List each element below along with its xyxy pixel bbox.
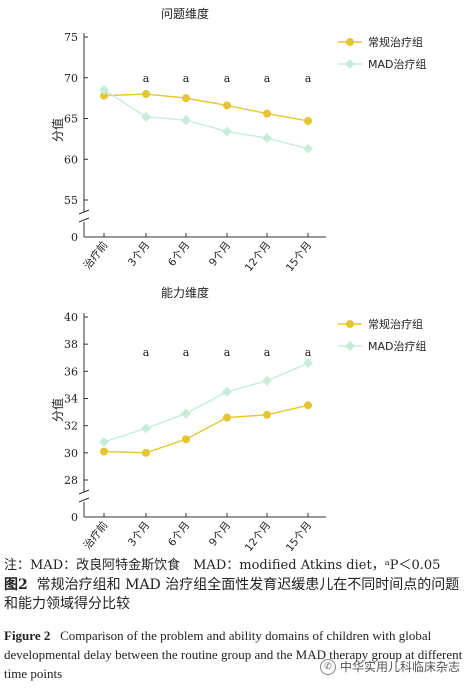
figure-caption-zh: 图2 常规治疗组和 MAD 治疗组全面性发育迟缓患儿在不同时间点的问题和能力领域… bbox=[4, 576, 466, 614]
significance-mark: a bbox=[143, 346, 150, 359]
data-point bbox=[100, 447, 108, 456]
y-tick-label: 0 bbox=[71, 511, 78, 524]
data-point bbox=[303, 358, 313, 369]
significance-mark: a bbox=[305, 72, 312, 85]
y-axis-label: 分值 bbox=[50, 118, 65, 142]
y-tick-label: 28 bbox=[64, 474, 78, 487]
axis-break-mark bbox=[78, 489, 90, 495]
y-tick-label: 65 bbox=[64, 113, 78, 126]
data-point bbox=[222, 126, 232, 137]
x-tick-label: 12个月 bbox=[243, 239, 274, 273]
x-tick-label: 15个月 bbox=[284, 239, 315, 273]
legend-marker bbox=[345, 59, 355, 69]
x-tick-label: 6个月 bbox=[166, 519, 193, 548]
figure-title-zh: 常规治疗组和 MAD 治疗组全面性发育迟缓患儿在不同时间点的问题和能力领域得分比… bbox=[4, 577, 460, 612]
data-point bbox=[142, 448, 150, 457]
data-point bbox=[141, 111, 151, 122]
data-point bbox=[262, 375, 272, 386]
series-line-1 bbox=[103, 93, 309, 122]
data-point bbox=[304, 116, 312, 125]
chart-title: 能力维度 bbox=[161, 285, 209, 300]
legend-label: MAD治疗组 bbox=[368, 57, 427, 71]
data-point bbox=[263, 109, 271, 118]
data-point bbox=[181, 408, 191, 419]
figure-label-zh: 图2 bbox=[4, 577, 28, 593]
watermark: ✆ 中华实用儿科临床杂志 bbox=[319, 658, 460, 675]
y-tick-label: 55 bbox=[64, 194, 78, 207]
x-tick-label: 9个月 bbox=[207, 519, 234, 548]
watermark-text: 中华实用儿科临床杂志 bbox=[339, 660, 460, 674]
y-axis-label: 分值 bbox=[50, 398, 65, 422]
y-tick-label: 75 bbox=[64, 31, 78, 44]
data-point bbox=[182, 94, 190, 103]
data-point bbox=[262, 133, 272, 144]
y-tick-label: 70 bbox=[64, 72, 78, 85]
data-point bbox=[141, 423, 151, 434]
y-tick-label: 30 bbox=[64, 447, 78, 460]
data-point bbox=[182, 435, 190, 444]
y-tick-label: 38 bbox=[64, 338, 78, 351]
significance-mark: a bbox=[183, 72, 190, 85]
x-tick-label: 治疗前 bbox=[81, 239, 111, 272]
significance-mark: a bbox=[183, 346, 190, 359]
significance-mark: a bbox=[224, 346, 231, 359]
y-tick-label: 34 bbox=[64, 393, 78, 406]
x-tick-label: 9个月 bbox=[207, 239, 234, 268]
legend-marker bbox=[346, 38, 354, 46]
significance-mark: a bbox=[305, 346, 312, 359]
data-point bbox=[303, 143, 313, 154]
significance-mark: a bbox=[224, 72, 231, 85]
x-tick-label: 6个月 bbox=[166, 239, 193, 268]
axis-break-mark bbox=[78, 217, 90, 223]
data-point bbox=[142, 90, 150, 99]
y-tick-label: 60 bbox=[64, 153, 78, 166]
series-line-1 bbox=[103, 404, 309, 454]
data-point bbox=[181, 115, 191, 126]
y-tick-label: 32 bbox=[64, 420, 78, 433]
x-tick-label: 15个月 bbox=[284, 519, 315, 553]
legend-label: 常规治疗组 bbox=[368, 35, 423, 49]
figure-caption-en: Figure 2 Comparison of the problem and a… bbox=[4, 626, 466, 683]
data-point bbox=[263, 410, 271, 419]
legend-marker bbox=[345, 341, 355, 351]
figure-note: 注：MAD：改良阿特金斯饮食 MAD：modified Atkins diet，… bbox=[4, 558, 441, 573]
axis-break-mark bbox=[78, 209, 90, 215]
data-point bbox=[99, 84, 109, 95]
x-tick-label: 3个月 bbox=[126, 519, 153, 548]
data-point bbox=[99, 436, 109, 447]
legend-marker bbox=[346, 320, 354, 328]
x-tick-label: 3个月 bbox=[126, 239, 153, 268]
y-tick-label: 36 bbox=[64, 365, 78, 378]
x-tick-label: 12个月 bbox=[243, 519, 274, 553]
legend-label: 常规治疗组 bbox=[368, 317, 423, 331]
x-tick-label: 治疗前 bbox=[81, 519, 111, 552]
figure-title-en: Comparison of the problem and ability do… bbox=[4, 628, 463, 681]
data-point bbox=[304, 401, 312, 410]
data-point bbox=[223, 101, 231, 110]
significance-mark: a bbox=[143, 72, 150, 85]
data-point bbox=[223, 413, 231, 422]
legend-label: MAD治疗组 bbox=[368, 339, 427, 353]
y-tick-label: 40 bbox=[64, 311, 78, 324]
figure-label-en: Figure 2 bbox=[4, 628, 51, 643]
axis-break-mark bbox=[78, 497, 90, 503]
chart-title: 问题维度 bbox=[161, 6, 209, 21]
series-line-2 bbox=[103, 362, 309, 443]
data-point bbox=[100, 91, 108, 100]
y-tick-label: 0 bbox=[71, 231, 78, 244]
significance-mark: a bbox=[264, 346, 271, 359]
data-point bbox=[222, 386, 232, 397]
series-line-2 bbox=[103, 89, 309, 150]
wechat-icon: ✆ bbox=[319, 658, 336, 675]
significance-mark: a bbox=[264, 72, 271, 85]
